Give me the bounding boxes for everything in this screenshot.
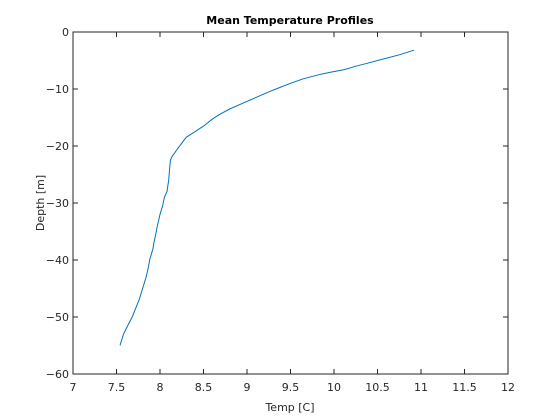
- y-tick-label: −10: [46, 83, 69, 96]
- x-tick-label: 9: [244, 381, 251, 394]
- y-axis: 0 −10 −20 −30 −40 −50 −60: [46, 26, 508, 381]
- x-axis-label: Temp [C]: [264, 401, 314, 414]
- x-tick-label: 8: [157, 381, 164, 394]
- x-tick-label: 12: [501, 381, 515, 394]
- y-tick-label: −50: [46, 311, 69, 324]
- y-tick-label: 0: [62, 26, 69, 39]
- y-tick-label: −60: [46, 368, 69, 381]
- x-tick-label: 10: [327, 381, 341, 394]
- x-tick-label: 8.5: [195, 381, 213, 394]
- x-axis: 7 7.5 8 8.5 9 9.5 10 10.5 11 11.5 12: [70, 32, 515, 394]
- x-tick-label: 9.5: [282, 381, 300, 394]
- mean-temperature-line: [119, 49, 415, 346]
- x-tick-label: 7: [70, 381, 77, 394]
- chart-title: Mean Temperature Profiles: [206, 14, 374, 27]
- x-tick-label: 10.5: [365, 381, 390, 394]
- y-tick-label: −40: [46, 254, 69, 267]
- x-tick-label: 11: [414, 381, 428, 394]
- y-axis-label: Depth [m]: [34, 175, 47, 231]
- y-tick-label: −30: [46, 197, 69, 210]
- plot-area: [72, 31, 509, 375]
- x-tick-label: 11.5: [452, 381, 477, 394]
- x-tick-label: 7.5: [108, 381, 126, 394]
- y-tick-label: −20: [46, 140, 69, 153]
